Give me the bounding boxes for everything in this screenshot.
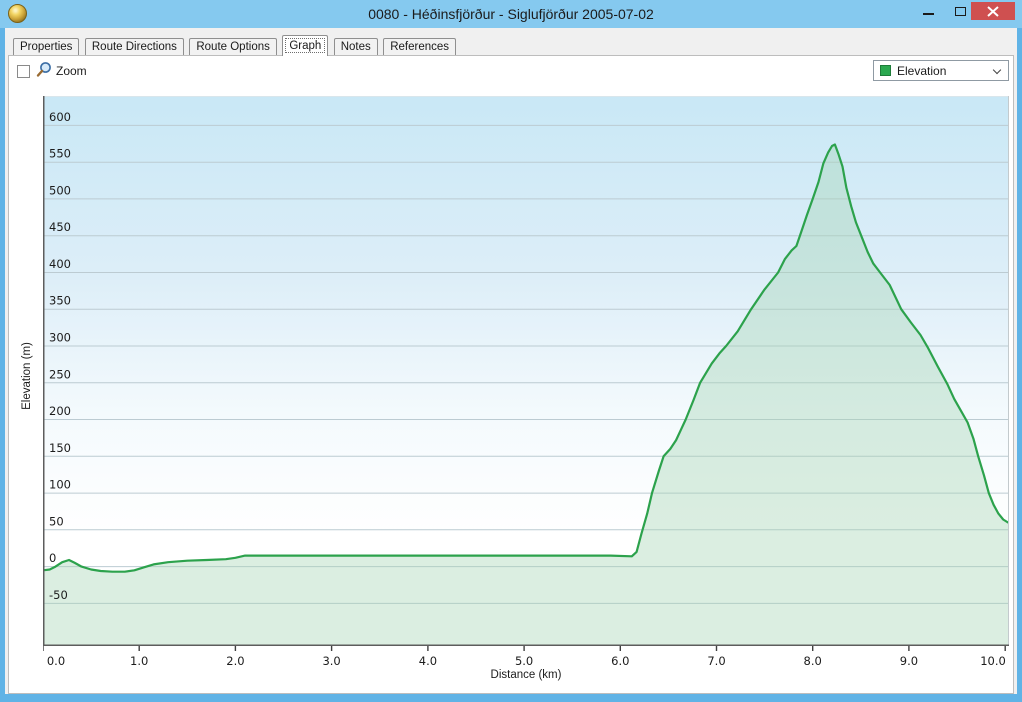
svg-text:350: 350: [49, 294, 71, 308]
y-axis-title: Elevation (m): [21, 342, 33, 410]
minimize-icon: [923, 13, 934, 15]
title-bar[interactable]: 0080 - Héðinsfjörður - Siglufjörður 2005…: [0, 0, 1022, 28]
svg-text:7.0: 7.0: [707, 654, 725, 668]
svg-text:100: 100: [49, 478, 71, 492]
svg-text:50: 50: [49, 514, 64, 528]
svg-text:600: 600: [49, 110, 71, 124]
x-axis-title: Distance (km): [490, 669, 562, 681]
series-color-swatch: [880, 65, 891, 76]
svg-text:8.0: 8.0: [804, 654, 822, 668]
svg-text:150: 150: [49, 441, 71, 455]
svg-text:6.0: 6.0: [611, 654, 629, 668]
svg-text:250: 250: [49, 367, 71, 381]
zoom-checkbox-label: Zoom: [56, 64, 87, 78]
series-select[interactable]: Elevation: [873, 60, 1009, 81]
svg-text:550: 550: [49, 147, 71, 161]
zoom-checkbox[interactable]: [17, 65, 30, 78]
svg-text:200: 200: [49, 404, 71, 418]
svg-text:2.0: 2.0: [226, 654, 244, 668]
svg-text:10.0: 10.0: [980, 654, 1006, 668]
tab-properties[interactable]: Properties: [13, 38, 80, 56]
minimize-button[interactable]: [914, 0, 944, 22]
svg-text:4.0: 4.0: [419, 654, 437, 668]
svg-text:3.0: 3.0: [322, 654, 340, 668]
tab-bar: Properties Route Directions Route Option…: [13, 35, 457, 56]
tab-route-options[interactable]: Route Options: [189, 38, 277, 56]
maximize-icon: [955, 7, 966, 16]
tab-notes[interactable]: Notes: [333, 38, 378, 56]
series-select-value: Elevation: [897, 64, 947, 78]
tab-route-directions[interactable]: Route Directions: [84, 38, 184, 56]
elevation-profile-plot[interactable]: -50 0 50 100 150 200 250 300 350 400 450 500 550 600 …: [41, 96, 1010, 681]
svg-text:5.0: 5.0: [515, 654, 533, 668]
svg-text:0.0: 0.0: [47, 654, 65, 668]
tab-references[interactable]: References: [383, 38, 457, 56]
close-button[interactable]: [971, 2, 1015, 20]
svg-text:500: 500: [49, 183, 71, 197]
svg-text:300: 300: [49, 331, 71, 345]
svg-text:1.0: 1.0: [130, 654, 148, 668]
close-icon: [987, 6, 999, 17]
maximize-button[interactable]: [946, 0, 976, 22]
graph-tab-page: Zoom Elevation Elevation (m) -50 0 50 100 15…: [8, 55, 1014, 694]
app-icon: [8, 4, 27, 23]
magnifier-icon: [36, 62, 51, 77]
svg-text:400: 400: [49, 257, 71, 271]
svg-text:0: 0: [49, 551, 56, 565]
chevron-down-icon: [992, 65, 1002, 75]
svg-text:-50: -50: [49, 588, 68, 602]
svg-text:9.0: 9.0: [900, 654, 918, 668]
window-title: 0080 - Héðinsfjörður - Siglufjörður 2005…: [368, 6, 654, 22]
tab-graph[interactable]: Graph: [282, 35, 329, 56]
svg-text:450: 450: [49, 220, 71, 234]
dialog-body: Properties Route Directions Route Option…: [5, 28, 1017, 694]
